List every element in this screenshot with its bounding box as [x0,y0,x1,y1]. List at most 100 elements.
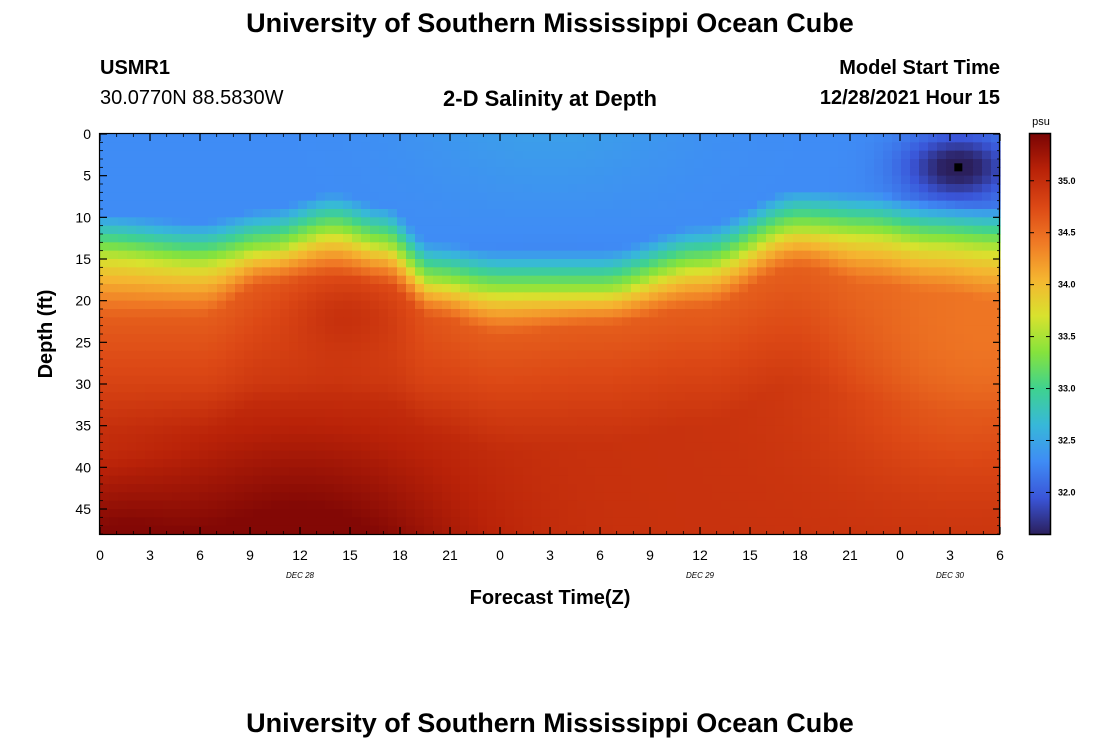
heatmap-cell [307,425,317,435]
heatmap-cell [208,209,218,218]
heatmap-cell [748,275,758,285]
heatmap-cell [658,209,668,218]
heatmap-cell [505,409,515,418]
heatmap-cell [982,425,992,435]
heatmap-cell [712,309,722,318]
heatmap-cell [838,492,848,502]
heatmap-cell [244,159,254,168]
heatmap-cell [739,375,749,385]
heatmap-cell [127,292,137,302]
heatmap-cell [829,300,839,310]
heatmap-cell [703,434,713,443]
heatmap-cell [136,317,146,327]
heatmap-cell [478,250,488,260]
heatmap-cell [703,517,713,527]
heatmap-cell [757,334,767,343]
heatmap-cell [568,259,578,268]
heatmap-cell [964,275,974,285]
heatmap-cell [676,442,686,452]
heatmap-cell [523,284,533,293]
heatmap-cell [865,134,875,143]
heatmap-cell [568,309,578,318]
heatmap-cell [955,417,965,427]
heatmap-cell [982,192,992,202]
heatmap-cell [757,275,767,285]
heatmap-cell [424,184,434,193]
heatmap-cell [361,150,371,160]
heatmap-cell [244,367,254,377]
heatmap-cell [190,484,200,493]
heatmap-cell [190,359,200,368]
heatmap-cell [712,342,722,352]
heatmap-cell [289,484,299,493]
heatmap-cell [460,517,470,527]
heatmap-cell [100,292,110,302]
heatmap-cell [118,175,128,185]
heatmap-cell [766,309,776,318]
heatmap-cell [460,334,470,343]
heatmap-cell [190,525,200,535]
heatmap-cell [343,167,353,177]
heatmap-cell [748,442,758,452]
heatmap-cell [550,359,560,368]
heatmap-cell [352,234,362,243]
heatmap-cell [820,459,830,468]
heatmap-cell [523,150,533,160]
heatmap-cell [424,192,434,202]
heatmap-cell [811,267,821,277]
heatmap-cell [505,384,515,393]
heatmap-cell [919,150,929,160]
heatmap-cell [622,259,632,268]
heatmap-cell [685,484,695,493]
heatmap-cell [190,425,200,435]
heatmap-cell [451,409,461,418]
heatmap-cell [199,484,209,493]
heatmap-cell [208,150,218,160]
heatmap-cell [334,209,344,218]
heatmap-cell [262,150,272,160]
heatmap-cell [289,500,299,510]
heatmap-cell [712,325,722,335]
heatmap-cell [253,417,263,427]
heatmap-cell [100,234,110,243]
heatmap-cell [595,300,605,310]
heatmap-cell [568,275,578,285]
heatmap-cell [730,409,740,418]
heatmap-cell [370,492,380,502]
heatmap-cell [640,267,650,277]
heatmap-cell [433,342,443,352]
heatmap-cell [343,317,353,327]
heatmap-cell [658,142,668,152]
heatmap-cell [613,409,623,418]
heatmap-cell [838,384,848,393]
heatmap-cell [262,242,272,252]
heatmap-cell [487,225,497,235]
heatmap-cell [910,359,920,368]
heatmap-cell [910,150,920,160]
heatmap-cell [631,375,641,385]
heatmap-cell [307,275,317,285]
heatmap-cell [838,284,848,293]
heatmap-cell [127,250,137,260]
heatmap-cell [109,292,119,302]
heatmap-cell [793,475,803,485]
heatmap-cell [370,284,380,293]
heatmap-cell [847,175,857,185]
heatmap-cell [334,259,344,268]
heatmap-cell [946,184,956,193]
heatmap-cell [127,267,137,277]
heatmap-cell [163,309,173,318]
heatmap-cell [730,209,740,218]
heatmap-cell [847,475,857,485]
heatmap-cell [883,150,893,160]
heatmap-cell [676,259,686,268]
heatmap-cell [280,275,290,285]
heatmap-cell [280,450,290,460]
heatmap-cell [901,409,911,418]
heatmap-cell [433,309,443,318]
heatmap-cell [955,292,965,302]
heatmap-cell [973,234,983,243]
heatmap-cell [433,442,443,452]
heatmap-cell [955,509,965,518]
heatmap-cell [496,392,506,402]
